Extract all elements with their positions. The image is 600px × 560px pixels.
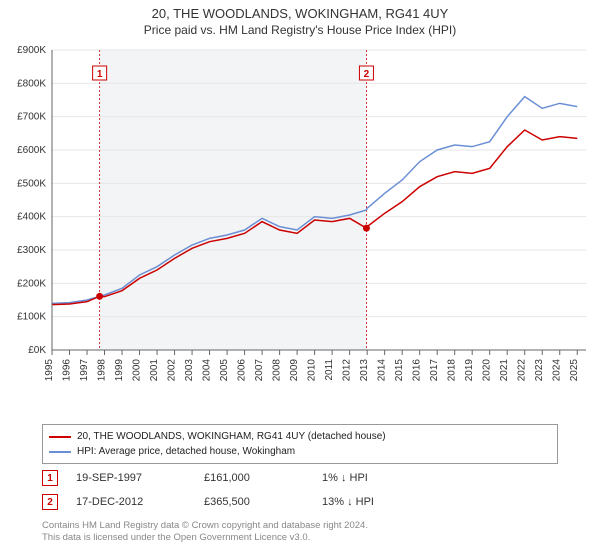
svg-text:£800K: £800K bbox=[17, 78, 46, 89]
svg-text:2002: 2002 bbox=[167, 359, 178, 382]
legend: 20, THE WOODLANDS, WOKINGHAM, RG41 4UY (… bbox=[42, 424, 558, 464]
svg-text:2018: 2018 bbox=[447, 359, 458, 382]
legend-label: 20, THE WOODLANDS, WOKINGHAM, RG41 4UY (… bbox=[77, 431, 386, 442]
sale-date: 17-DEC-2012 bbox=[76, 496, 186, 508]
sale-date: 19-SEP-1997 bbox=[76, 472, 186, 484]
sale-row: 1 19-SEP-1997 £161,000 1% ↓ HPI bbox=[42, 466, 558, 490]
svg-text:£600K: £600K bbox=[17, 145, 46, 156]
svg-text:2008: 2008 bbox=[272, 359, 283, 382]
svg-text:£200K: £200K bbox=[17, 278, 46, 289]
chart-title: 20, THE WOODLANDS, WOKINGHAM, RG41 4UY bbox=[0, 6, 600, 21]
footer-note: Contains HM Land Registry data © Crown c… bbox=[42, 520, 558, 545]
svg-text:2025: 2025 bbox=[569, 359, 580, 382]
chart-svg: £0K £100K £200K £300K £400K £500K £600K £700K £8… bbox=[8, 44, 592, 402]
svg-text:2012: 2012 bbox=[342, 359, 353, 382]
svg-text:1: 1 bbox=[97, 69, 103, 80]
svg-text:1998: 1998 bbox=[97, 359, 108, 382]
svg-text:1996: 1996 bbox=[62, 359, 73, 382]
legend-row: 20, THE WOODLANDS, WOKINGHAM, RG41 4UY (… bbox=[49, 429, 551, 444]
svg-text:2024: 2024 bbox=[552, 359, 563, 382]
svg-text:2: 2 bbox=[364, 69, 370, 80]
svg-text:2013: 2013 bbox=[359, 359, 370, 382]
svg-text:2023: 2023 bbox=[534, 359, 545, 382]
sale-pct: 1% ↓ HPI bbox=[322, 472, 432, 484]
svg-text:1995: 1995 bbox=[44, 359, 55, 382]
svg-text:2016: 2016 bbox=[412, 359, 423, 382]
svg-text:2010: 2010 bbox=[307, 359, 318, 382]
svg-text:2000: 2000 bbox=[132, 359, 143, 382]
svg-text:2019: 2019 bbox=[464, 359, 475, 382]
title-block: 20, THE WOODLANDS, WOKINGHAM, RG41 4UY P… bbox=[0, 0, 600, 37]
chart: £0K £100K £200K £300K £400K £500K £600K £700K £8… bbox=[8, 44, 592, 402]
sale-marker-box: 2 bbox=[42, 494, 58, 510]
svg-text:2005: 2005 bbox=[219, 359, 230, 382]
svg-text:2020: 2020 bbox=[482, 359, 493, 382]
svg-text:£900K: £900K bbox=[17, 45, 46, 56]
svg-text:2007: 2007 bbox=[254, 359, 265, 382]
svg-text:£700K: £700K bbox=[17, 112, 46, 123]
legend-row: HPI: Average price, detached house, Woki… bbox=[49, 444, 551, 459]
footer-line: Contains HM Land Registry data © Crown c… bbox=[42, 520, 368, 531]
svg-text:1997: 1997 bbox=[79, 359, 90, 382]
svg-text:2021: 2021 bbox=[499, 359, 510, 382]
svg-text:2011: 2011 bbox=[324, 359, 335, 381]
svg-text:2001: 2001 bbox=[149, 359, 160, 382]
svg-text:£0K: £0K bbox=[28, 345, 46, 356]
svg-text:2014: 2014 bbox=[377, 359, 388, 382]
legend-swatch bbox=[49, 436, 71, 438]
sale-pct: 13% ↓ HPI bbox=[322, 496, 432, 508]
svg-text:2015: 2015 bbox=[394, 359, 405, 382]
svg-text:2006: 2006 bbox=[237, 359, 248, 382]
svg-text:1999: 1999 bbox=[114, 359, 125, 382]
svg-text:2022: 2022 bbox=[517, 359, 528, 382]
svg-text:2004: 2004 bbox=[202, 359, 213, 382]
svg-text:2017: 2017 bbox=[429, 359, 440, 382]
svg-text:£100K: £100K bbox=[17, 312, 46, 323]
svg-text:2003: 2003 bbox=[184, 359, 195, 382]
svg-text:£300K: £300K bbox=[17, 245, 46, 256]
sales-table: 1 19-SEP-1997 £161,000 1% ↓ HPI 2 17-DEC… bbox=[42, 466, 558, 514]
svg-text:2009: 2009 bbox=[289, 359, 300, 382]
sale-row: 2 17-DEC-2012 £365,500 13% ↓ HPI bbox=[42, 490, 558, 514]
chart-subtitle: Price paid vs. HM Land Registry's House … bbox=[0, 23, 600, 37]
svg-text:£400K: £400K bbox=[17, 212, 46, 223]
sale-marker-box: 1 bbox=[42, 470, 58, 486]
footer-line: This data is licensed under the Open Gov… bbox=[42, 532, 310, 543]
legend-swatch bbox=[49, 451, 71, 453]
sale-price: £161,000 bbox=[204, 472, 304, 484]
page: 20, THE WOODLANDS, WOKINGHAM, RG41 4UY P… bbox=[0, 0, 600, 560]
sale-price: £365,500 bbox=[204, 496, 304, 508]
svg-text:£500K: £500K bbox=[17, 178, 46, 189]
legend-label: HPI: Average price, detached house, Woki… bbox=[77, 446, 295, 457]
